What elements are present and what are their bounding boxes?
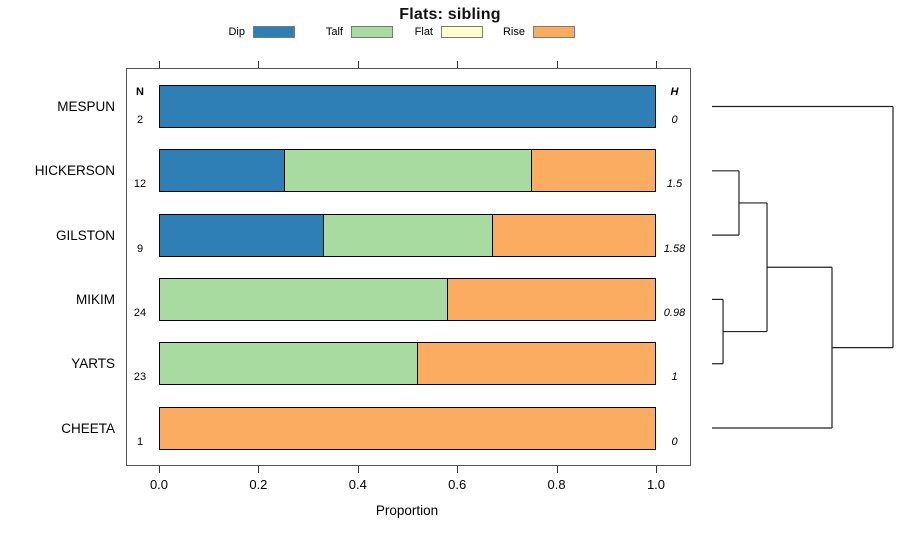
x-tick-label: 0.2 bbox=[249, 477, 268, 492]
bar-segment-rise bbox=[531, 150, 655, 192]
legend-swatch-rise bbox=[533, 26, 575, 38]
x-tick bbox=[159, 61, 160, 68]
x-tick bbox=[457, 61, 459, 68]
bar-segment-rise bbox=[417, 343, 655, 385]
h-value: 1 bbox=[671, 371, 678, 384]
n-column-header: N bbox=[136, 86, 144, 98]
x-axis-title: Proportion bbox=[375, 503, 439, 518]
x-tick bbox=[556, 61, 558, 68]
x-tick bbox=[556, 466, 558, 473]
stacked-bar-mespun bbox=[159, 85, 656, 128]
bar-segment-talf bbox=[160, 278, 448, 320]
bar-segment-rise bbox=[491, 214, 655, 256]
bar-segment-talf bbox=[323, 214, 492, 256]
stacked-bar-yarts bbox=[159, 342, 656, 386]
x-tick bbox=[159, 466, 160, 473]
bar-segment-dip bbox=[160, 150, 284, 192]
row-label-gilston: GILSTON bbox=[55, 227, 115, 243]
x-tick-label: 0.6 bbox=[448, 477, 467, 492]
legend-swatch-flat bbox=[441, 26, 483, 38]
h-value: 1.58 bbox=[663, 242, 686, 255]
x-tick bbox=[457, 466, 459, 473]
plot-box bbox=[126, 68, 691, 466]
row-label-yarts: YARTS bbox=[71, 356, 115, 372]
x-tick bbox=[656, 61, 657, 68]
legend-swatch-talf bbox=[351, 26, 393, 38]
bar-segment-rise bbox=[447, 278, 655, 320]
chart-title: Flats: sibling bbox=[399, 6, 501, 23]
bar-segment-dip bbox=[160, 86, 655, 127]
legend-label-rise: Rise bbox=[502, 26, 525, 38]
legend-item-flat: Flat bbox=[403, 25, 483, 39]
bar-segment-rise bbox=[160, 407, 655, 449]
row-label-mikim: MIKIM bbox=[76, 291, 115, 307]
n-value: 9 bbox=[136, 242, 144, 255]
legend-label-flat: Flat bbox=[414, 26, 433, 38]
legend-item-rise: Rise bbox=[495, 25, 575, 39]
x-tick bbox=[656, 466, 657, 473]
stacked-bar-hickerson bbox=[159, 149, 656, 193]
n-value: 2 bbox=[136, 114, 144, 126]
stacked-bar-gilston bbox=[159, 213, 656, 257]
bar-segment-dip bbox=[160, 214, 324, 256]
x-tick-label: 0.8 bbox=[547, 477, 566, 492]
h-column-header: H bbox=[670, 86, 679, 98]
n-value: 12 bbox=[133, 178, 147, 191]
n-value: 24 bbox=[133, 306, 147, 319]
h-value: 0 bbox=[671, 114, 678, 126]
x-tick bbox=[258, 466, 260, 473]
legend-swatch-dip bbox=[253, 26, 295, 38]
row-label-hickerson: HICKERSON bbox=[34, 163, 115, 179]
bar-segment-talf bbox=[160, 343, 418, 385]
x-tick-label: 0.4 bbox=[348, 477, 367, 492]
h-value: 0 bbox=[671, 435, 678, 448]
h-value: 1.5 bbox=[666, 178, 683, 191]
legend-item-talf: Talf bbox=[313, 25, 393, 39]
n-value: 23 bbox=[133, 371, 147, 384]
legend-item-dip: Dip bbox=[215, 25, 295, 39]
stacked-bar-mikim bbox=[159, 277, 656, 321]
x-tick bbox=[258, 61, 260, 68]
x-tick-label: 1.0 bbox=[646, 477, 666, 492]
x-tick bbox=[357, 61, 359, 68]
legend-label-dip: Dip bbox=[228, 26, 245, 38]
n-value: 1 bbox=[136, 435, 144, 448]
bar-segment-talf bbox=[283, 150, 532, 192]
h-value: 0.98 bbox=[663, 306, 686, 319]
stacked-bar-cheeta bbox=[159, 406, 656, 450]
x-tick-label: 0.0 bbox=[149, 477, 169, 492]
row-label-cheeta: CHEETA bbox=[61, 420, 115, 436]
x-tick bbox=[357, 466, 359, 473]
row-label-mespun: MESPUN bbox=[57, 99, 115, 114]
legend-label-talf: Talf bbox=[325, 26, 343, 38]
